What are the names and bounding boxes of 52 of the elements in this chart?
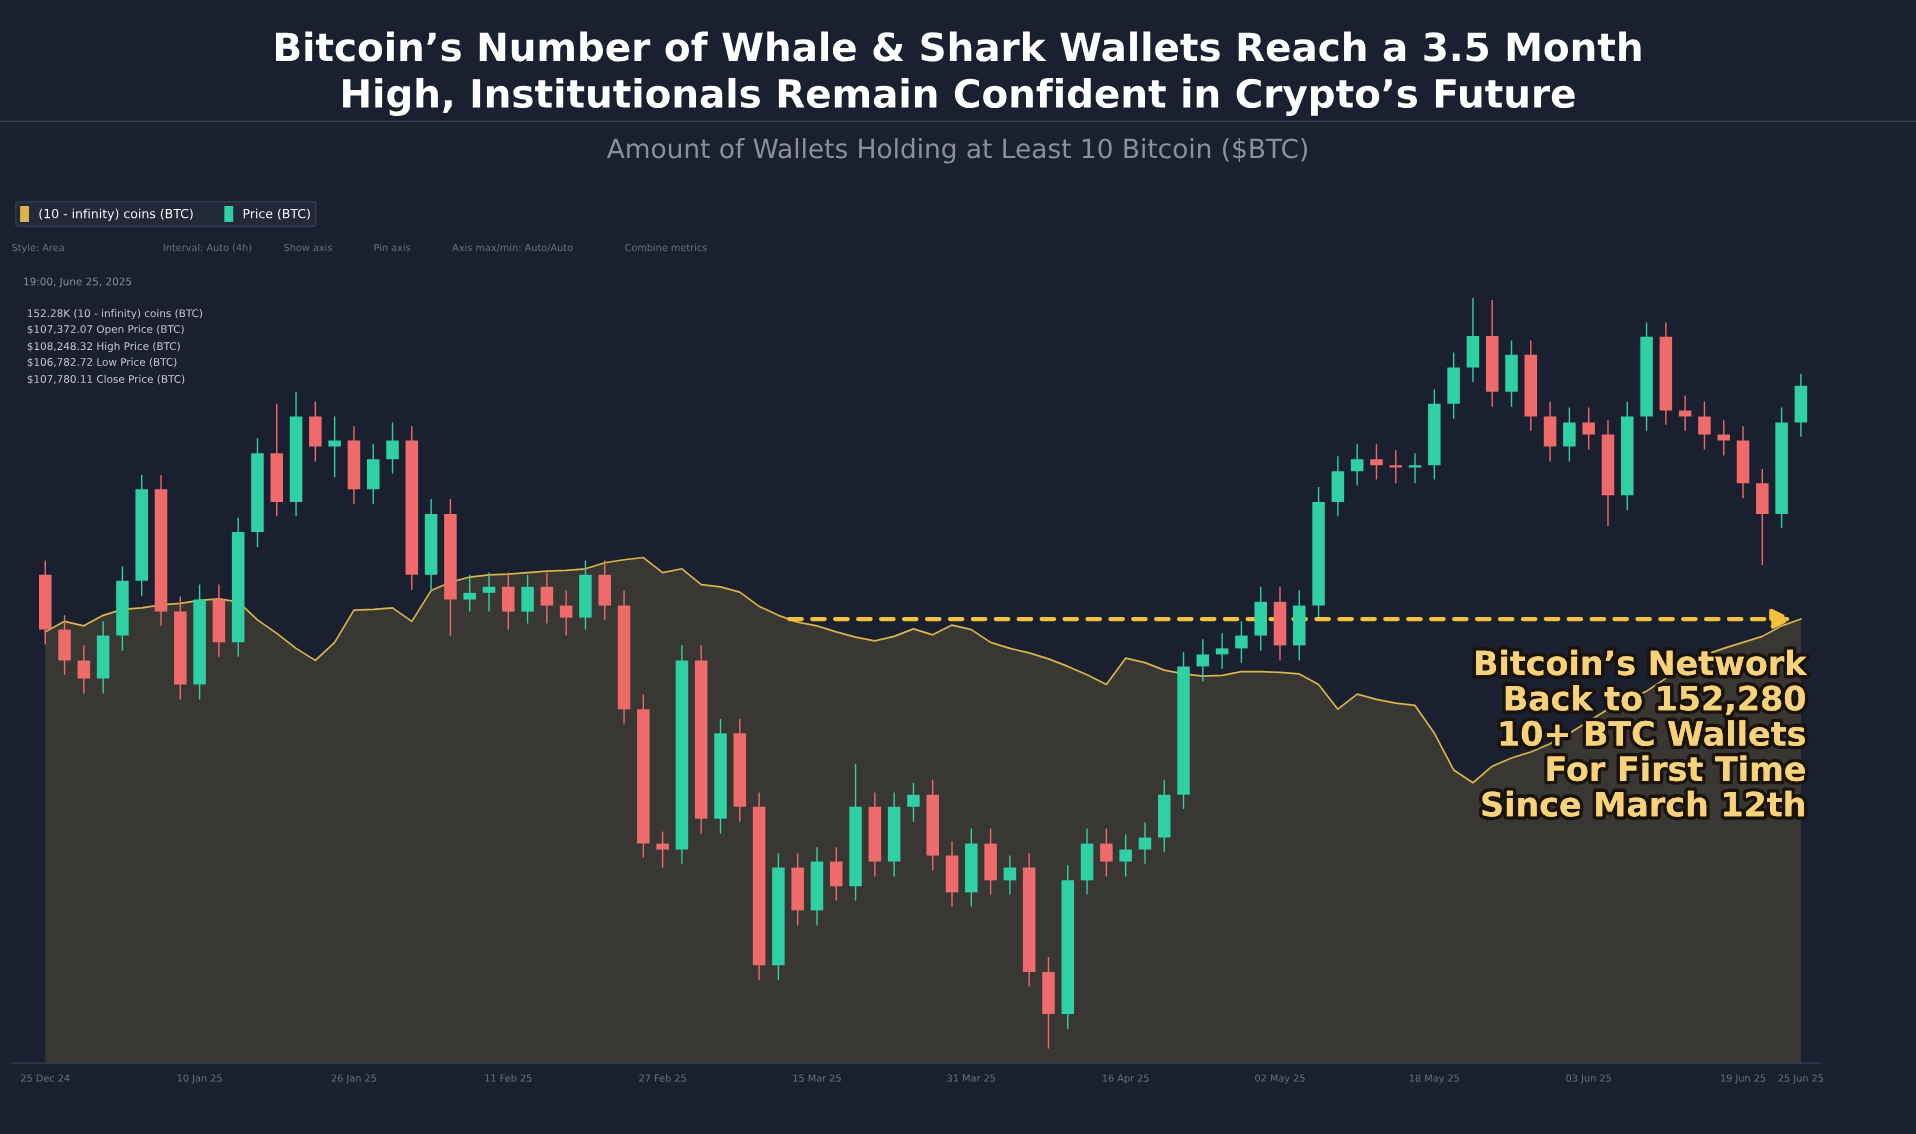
annotation: $106,782.72 Low Price (BTC) bbox=[27, 357, 177, 368]
text: Axis max/min: Auto/Auto bbox=[452, 243, 573, 252]
candlestick bbox=[1698, 400, 1711, 451]
candlestick bbox=[1582, 406, 1595, 451]
candlestick bbox=[656, 830, 669, 869]
candlestick bbox=[1003, 854, 1017, 896]
candlestick bbox=[1215, 632, 1229, 670]
legend-label: Price (BTC) bbox=[243, 208, 310, 220]
x-tick-label: 25 Dec 24 bbox=[21, 1074, 70, 1082]
x-tick-label: 10 Jan 25 bbox=[177, 1074, 222, 1084]
candlestick bbox=[1100, 827, 1113, 878]
candlestick bbox=[1717, 419, 1731, 457]
x-tick-label: 03 Jun 25 bbox=[1566, 1074, 1611, 1084]
annotation: $108,248.32 High Price (BTC) bbox=[27, 341, 180, 353]
x-tick-label: 11 Feb 25 bbox=[485, 1074, 532, 1082]
candlestick bbox=[1119, 833, 1132, 878]
candlestick bbox=[463, 574, 476, 613]
x-tick-label: 15 Mar 25 bbox=[793, 1074, 841, 1082]
candlestick bbox=[1235, 620, 1248, 664]
x-tick-label: 27 Feb 25 bbox=[639, 1074, 686, 1082]
x-tick-label: 26 Jan 25 bbox=[331, 1074, 377, 1084]
x-tick-label: 19 Jun 25 bbox=[1721, 1074, 1766, 1084]
chart-title: Bitcoin’s Number of Whale & Shark Wallets Reach a 3.5 Month High, Institutionals Remain Confident in Crypto’s Future bbox=[276, 31, 1641, 116]
candlestick bbox=[328, 415, 341, 478]
x-tick-label: 31 Mar 25 bbox=[947, 1074, 996, 1082]
x-tick-label: 16 Apr 25 bbox=[1102, 1074, 1149, 1084]
x-tick-label: 25 Jun 25 bbox=[1778, 1074, 1824, 1084]
candlestick bbox=[559, 589, 573, 637]
text: Pin axis bbox=[374, 243, 411, 252]
candlestick bbox=[1370, 443, 1383, 481]
candlestick bbox=[540, 571, 554, 625]
candlestick bbox=[1196, 638, 1210, 683]
candlestick bbox=[1678, 394, 1692, 432]
candlestick bbox=[1389, 449, 1403, 484]
candlestick bbox=[1138, 821, 1152, 865]
text: Style: Area bbox=[12, 243, 64, 254]
text: Combine metrics bbox=[625, 243, 707, 252]
chart-subtitle: Amount of Wallets Holding at Least 10 Bitcoin ($BTC) bbox=[606, 138, 1307, 164]
legend-label: (10 - infinity) coins (BTC) bbox=[39, 208, 193, 221]
annotation: $107,780.11 Close Price (BTC) bbox=[27, 374, 185, 385]
candlestick bbox=[907, 782, 920, 823]
text: Interval: Auto (4h) bbox=[163, 243, 252, 253]
candlestick bbox=[482, 571, 496, 613]
x-tick-label: 18 May 25 bbox=[1409, 1074, 1460, 1084]
annotation: 152.28K (10 - infinity) coins (BTC) bbox=[27, 309, 203, 320]
candlestick bbox=[386, 421, 399, 475]
annotation: $107,372.07 Open Price (BTC) bbox=[27, 324, 184, 336]
candlestick bbox=[1350, 443, 1364, 487]
text: Show axis bbox=[284, 243, 332, 252]
x-tick-label: 02 May 25 bbox=[1255, 1074, 1305, 1084]
candlestick bbox=[77, 644, 91, 695]
text: 19:00, June 25, 2025 bbox=[24, 277, 132, 288]
